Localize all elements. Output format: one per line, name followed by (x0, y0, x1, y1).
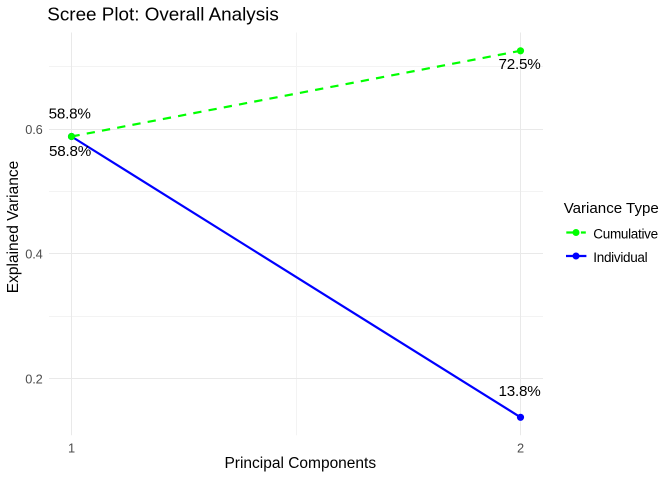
svg-text:Principal Components: Principal Components (224, 455, 376, 472)
svg-text:1: 1 (68, 441, 75, 456)
svg-text:Variance Type: Variance Type (564, 200, 659, 217)
svg-text:58.8%: 58.8% (49, 143, 91, 160)
svg-text:13.8%: 13.8% (498, 383, 540, 400)
svg-text:Explained Variance: Explained Variance (5, 161, 22, 293)
svg-text:2: 2 (517, 441, 524, 456)
svg-text:0.6: 0.6 (25, 122, 42, 137)
svg-text:Scree Plot: Overall Analysis: Scree Plot: Overall Analysis (47, 4, 278, 25)
svg-text:58.8%: 58.8% (49, 105, 91, 122)
svg-text:Cumulative: Cumulative (593, 226, 658, 241)
svg-text:0.2: 0.2 (25, 371, 42, 386)
svg-text:72.5%: 72.5% (498, 56, 540, 73)
svg-text:Individual: Individual (593, 250, 647, 265)
svg-text:0.4: 0.4 (25, 247, 42, 262)
